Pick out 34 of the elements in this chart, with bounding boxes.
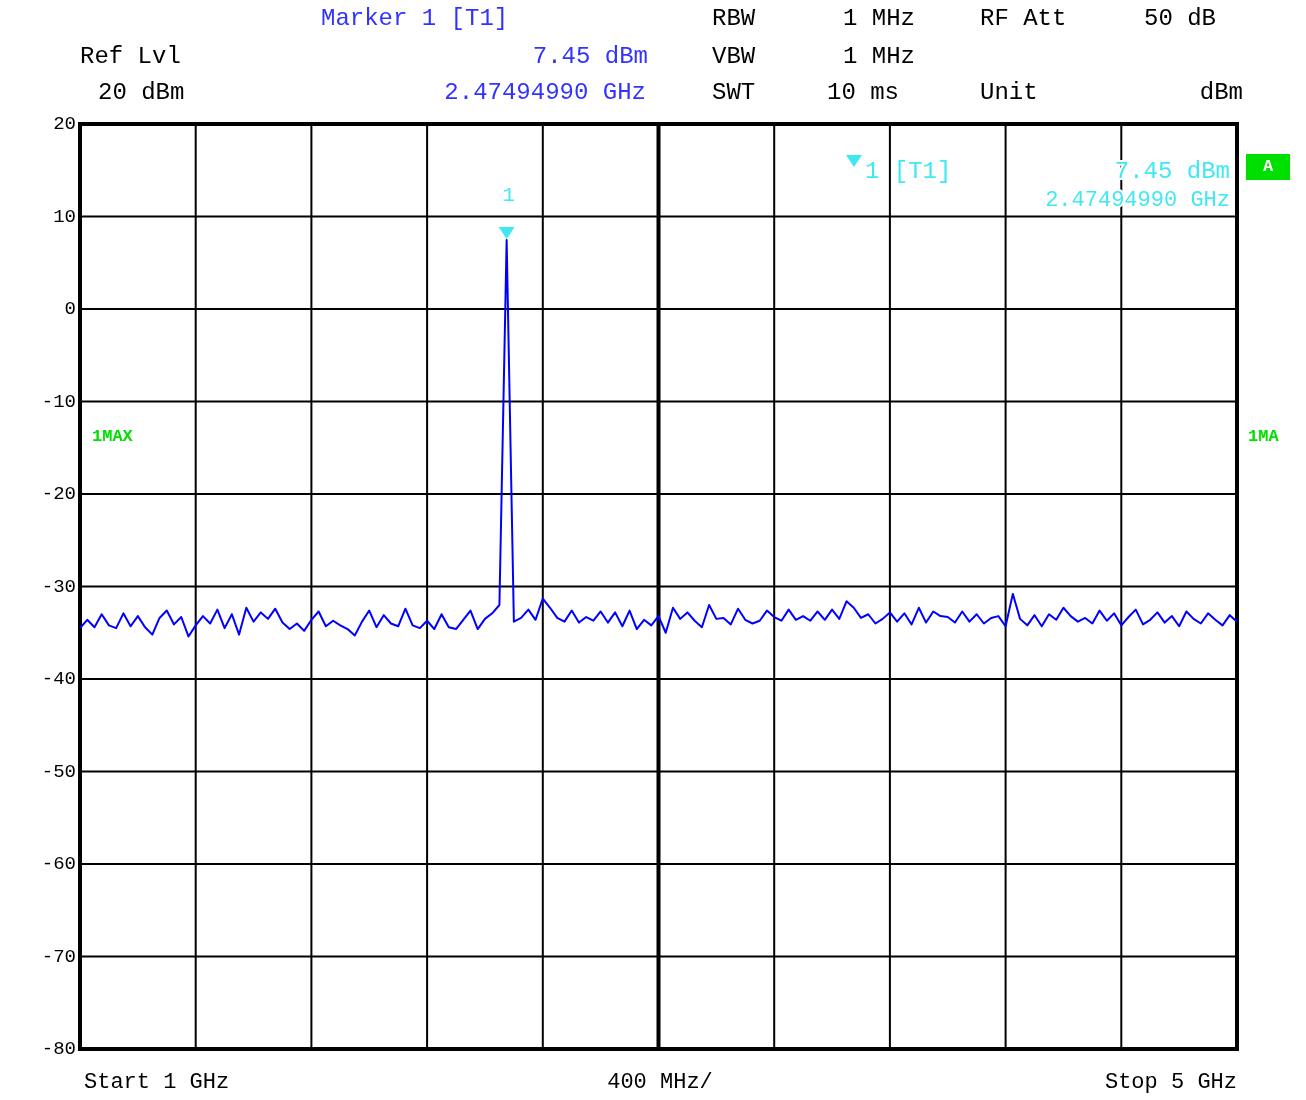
y-tick-label: -60 [41,853,76,876]
text: Ref Lvl [80,43,181,71]
annotation: 1MAX [92,427,134,447]
y-tick-label: 0 [64,298,76,321]
text: Start 1 GHz [84,1069,230,1095]
text: 7.45 dBm [532,43,648,71]
y-tick-label: -80 [41,1038,76,1061]
text: 50 dB [1144,5,1217,33]
text: 400 MHz/ [607,1069,713,1095]
y-tick-label: -70 [41,945,76,968]
y-tick-label: -10 [41,390,76,413]
y-tick-label: -30 [41,575,76,598]
y-tick-label: 20 [53,113,76,136]
text: dBm [1199,79,1243,107]
text: 1MA [1248,427,1280,447]
chart-title: Marker 1 [T1] [321,5,509,33]
text: A [1262,157,1274,177]
y-tick-label: -40 [41,668,76,691]
annotation: 1 [T1] [865,158,952,186]
text: 2.47494990 GHz [444,79,646,107]
text: RBW [712,5,756,33]
y-tick-label: -20 [41,483,76,506]
text: RF Att [980,5,1067,33]
text: 20 dBm [98,79,185,107]
text: Stop 5 GHz [1104,1069,1237,1095]
annotation: 1 [502,184,515,208]
text: SWT [712,79,756,107]
text: Unit [980,79,1038,107]
y-tick-label: 10 [53,205,76,228]
text: 1 MHz [843,5,916,33]
text: 10 ms [827,79,900,107]
text: 1 MHz [843,43,916,71]
y-tick-label: -50 [41,760,76,783]
text: VBW [712,43,756,71]
